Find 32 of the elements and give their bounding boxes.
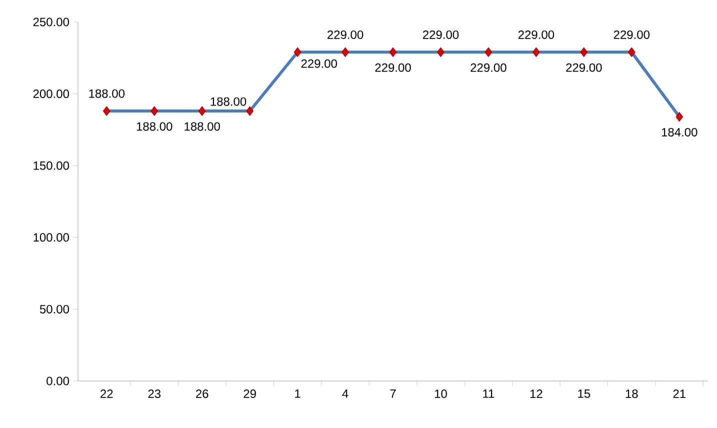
data-label: 188.00	[210, 97, 246, 106]
data-label: 188.00	[184, 122, 220, 131]
x-tick-label: 12	[530, 390, 542, 398]
x-tick-label: 29	[244, 390, 256, 398]
x-tick-label: 21	[673, 390, 686, 398]
x-tick-label: 1	[295, 390, 300, 398]
x-tick-label: 18	[626, 390, 638, 398]
y-tick-label: 250.00	[33, 18, 70, 26]
data-label: 229.00	[328, 30, 364, 39]
data-label: 184.00	[662, 128, 698, 136]
x-tick-label: 15	[578, 390, 590, 398]
y-tick-label: 150.00	[34, 161, 70, 170]
data-label: 229.00	[375, 63, 411, 72]
data-label: 229.00	[470, 63, 506, 72]
y-tick-label: 200.00	[33, 90, 70, 98]
x-tick-label: 7	[390, 390, 396, 398]
x-tick-label: 23	[148, 390, 161, 398]
x-tick-label: 4	[342, 390, 348, 398]
data-label: 229.00	[422, 30, 459, 39]
data-label: 229.00	[566, 63, 602, 72]
y-tick-label: 50.00	[40, 304, 70, 314]
x-tick-label: 10	[434, 390, 447, 398]
x-tick-label: 11	[483, 390, 494, 398]
x-tick-label: 22	[100, 390, 113, 398]
y-tick-label: 0.00	[46, 376, 70, 386]
data-label: 188.00	[89, 89, 125, 98]
data-label: 188.00	[136, 122, 172, 131]
x-tick-label: 26	[196, 390, 208, 398]
y-tick-label: 100.00	[34, 233, 70, 242]
data-label: 229.00	[301, 59, 337, 68]
data-label: 229.00	[614, 30, 650, 39]
data-label: 229.00	[518, 30, 554, 39]
